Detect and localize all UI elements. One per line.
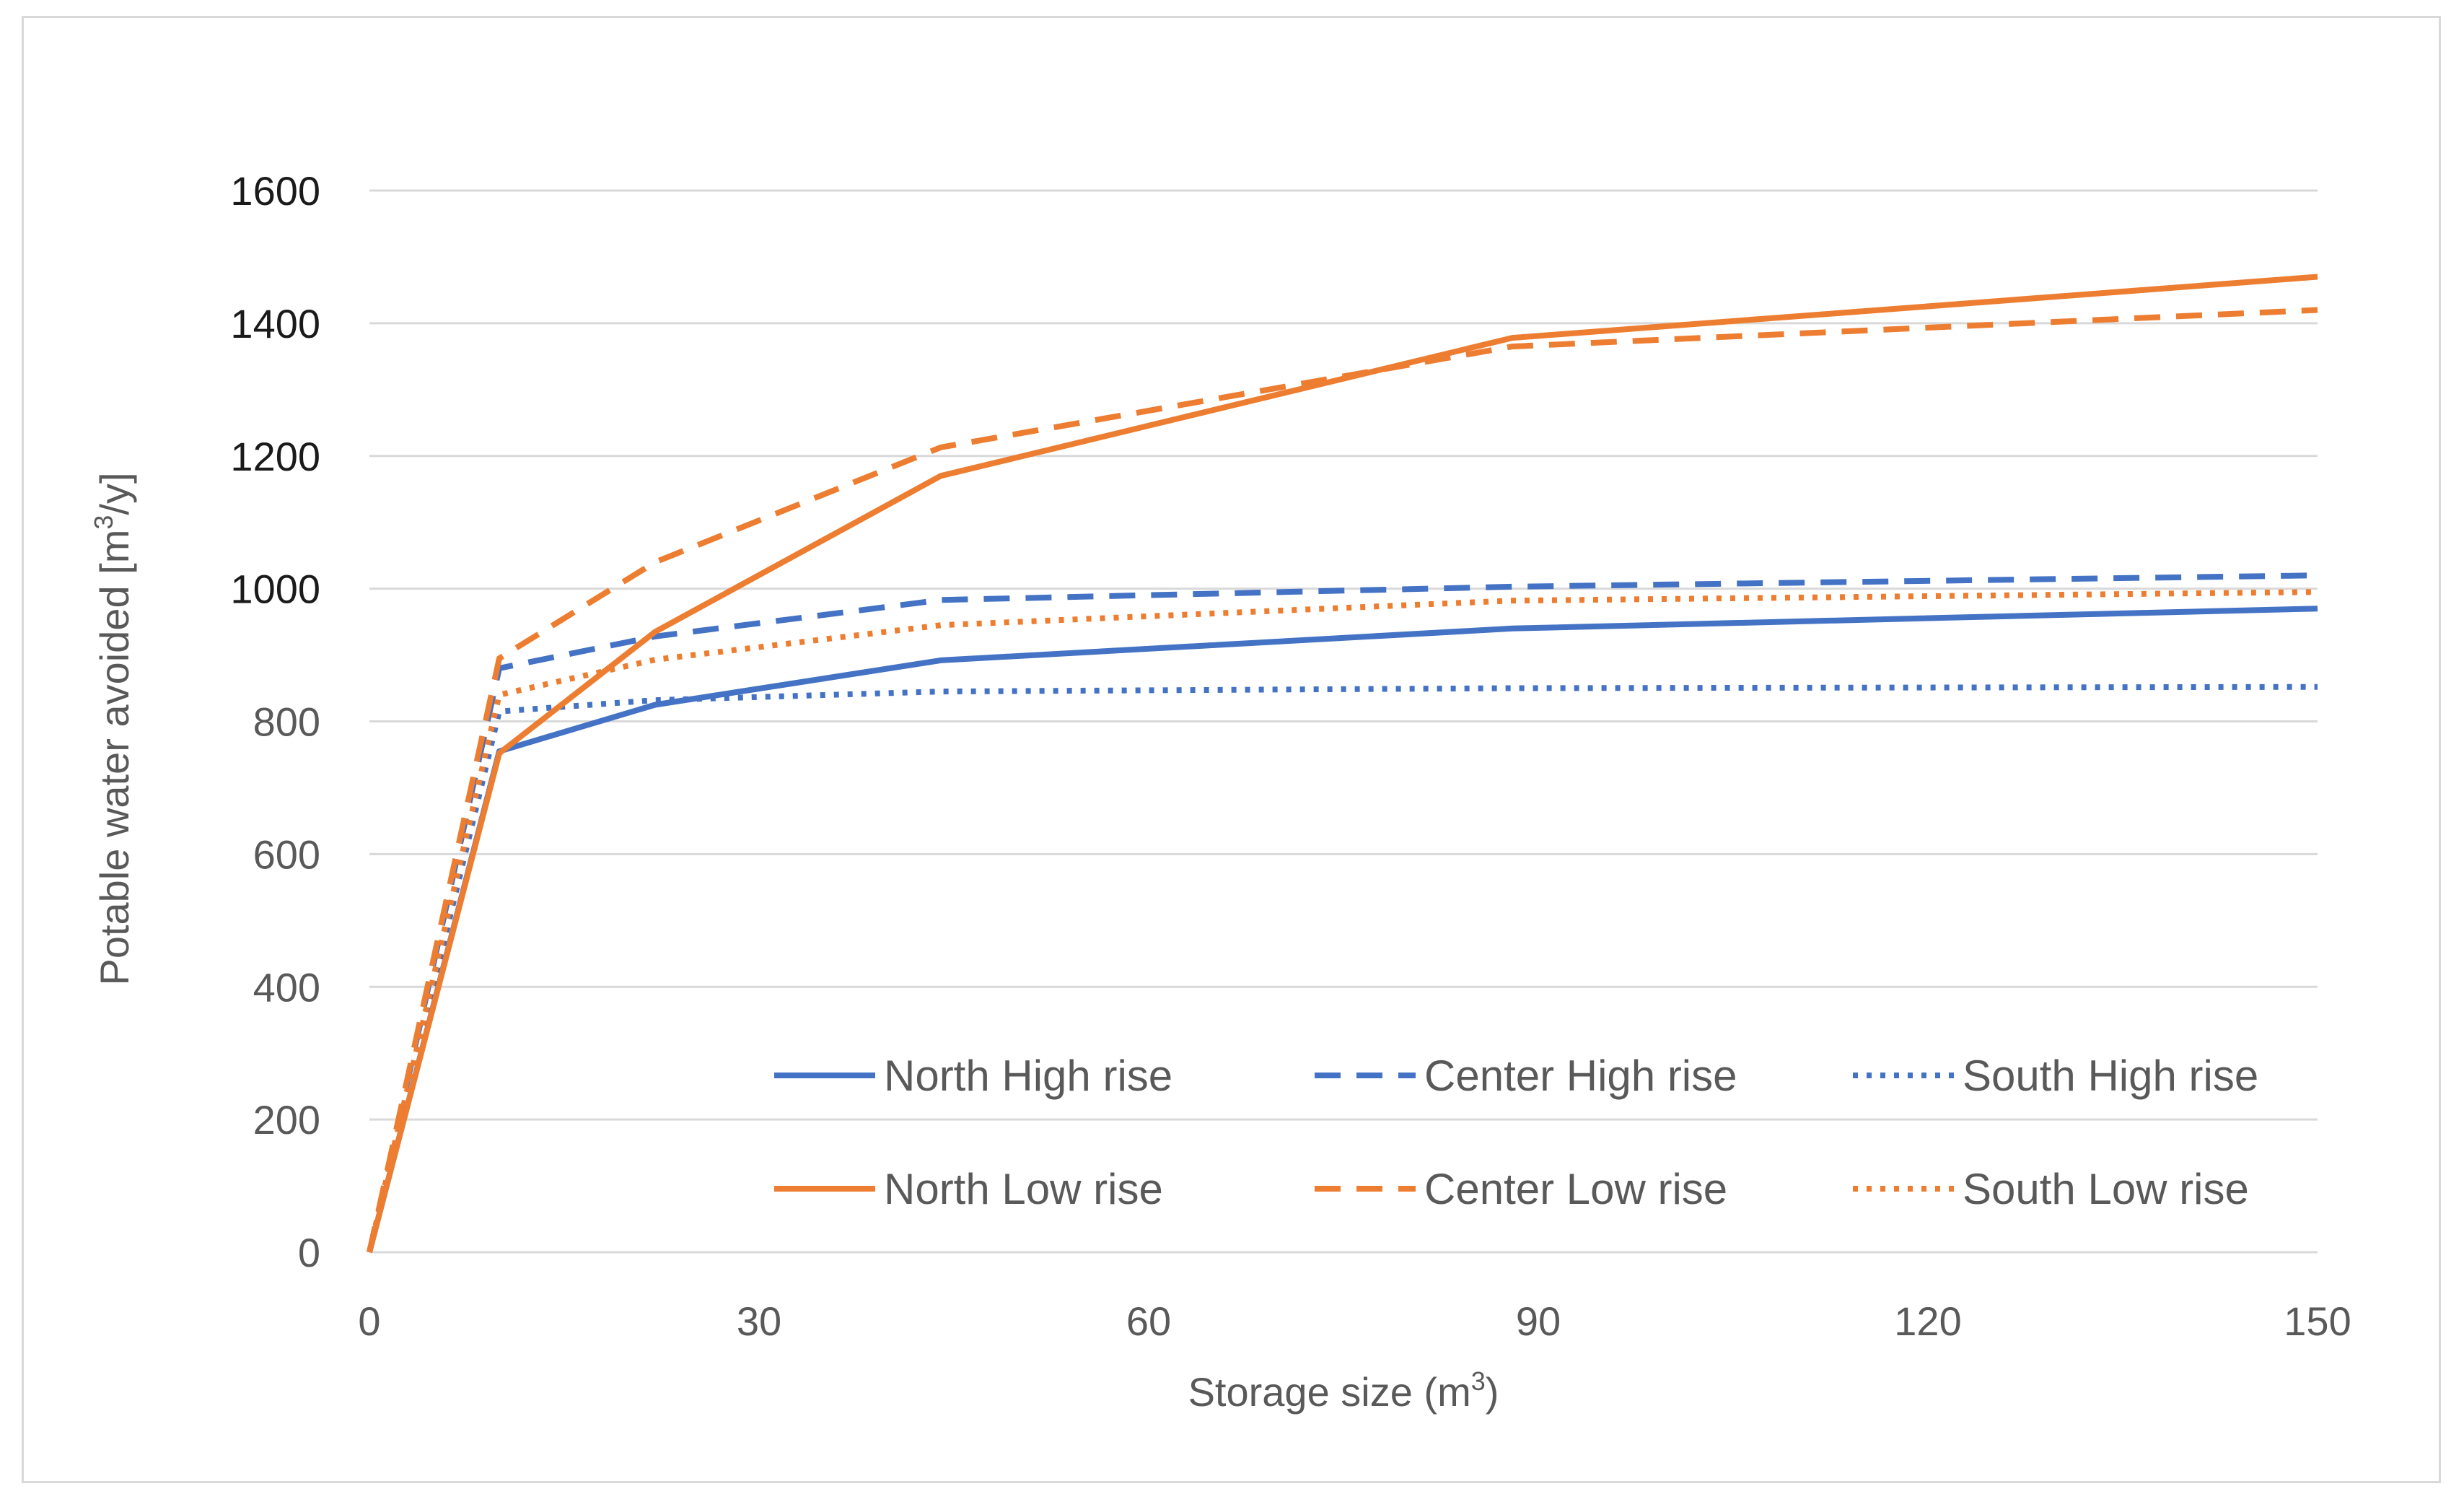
series-lines — [367, 274, 2318, 1254]
y-tick-label-400: 400 — [253, 964, 320, 1010]
x-axis-ticks: 0 30 60 90 120 150 — [358, 1298, 2351, 1344]
legend-label-south-high-rise: South High rise — [1963, 1052, 2258, 1100]
y-tick-label-200: 200 — [253, 1097, 320, 1143]
y-tick-label-0: 0 — [298, 1230, 320, 1275]
x-tick-label-60: 60 — [1126, 1298, 1171, 1344]
y-tick-label-1000: 1000 — [230, 567, 320, 612]
chart-frame — [22, 16, 2441, 1483]
series-line-center-low-rise — [367, 307, 2318, 1253]
y-axis-ticks: 0 200 400 600 800 1000 1200 1400 1600 — [230, 168, 320, 1275]
legend-label-center-low-rise: Center Low rise — [1424, 1165, 1727, 1213]
y-axis-title: Potable water avoided [m3/y] — [89, 472, 137, 985]
series-line-south-high-rise — [367, 683, 2318, 1253]
x-tick-label-120: 120 — [1894, 1298, 1961, 1344]
legend-label-center-high-rise: Center High rise — [1424, 1052, 1737, 1100]
legend: North High rise Center High rise South Hig… — [774, 1052, 2258, 1213]
x-tick-label-0: 0 — [358, 1298, 380, 1344]
legend-label-north-low-rise: North Low rise — [884, 1165, 1163, 1213]
series-line-center-high-rise — [367, 572, 2318, 1253]
legend-label-south-low-rise: South Low rise — [1963, 1165, 2249, 1213]
y-tick-label-1400: 1400 — [230, 301, 320, 346]
series-line-north-high-rise — [367, 606, 2318, 1254]
x-tick-label-90: 90 — [1516, 1298, 1561, 1344]
x-tick-label-30: 30 — [737, 1298, 781, 1344]
y-tick-label-1600: 1600 — [230, 168, 320, 214]
gridlines — [369, 189, 2318, 1121]
y-tick-label-600: 600 — [253, 831, 320, 877]
y-tick-label-800: 800 — [253, 699, 320, 745]
y-tick-label-1200: 1200 — [230, 434, 320, 479]
x-axis-title: Storage size (m3) — [1188, 1366, 1499, 1415]
series-line-north-low-rise — [367, 274, 2318, 1254]
x-tick-label-150: 150 — [2284, 1298, 2351, 1344]
legend-label-north-high-rise: North High rise — [884, 1052, 1172, 1100]
